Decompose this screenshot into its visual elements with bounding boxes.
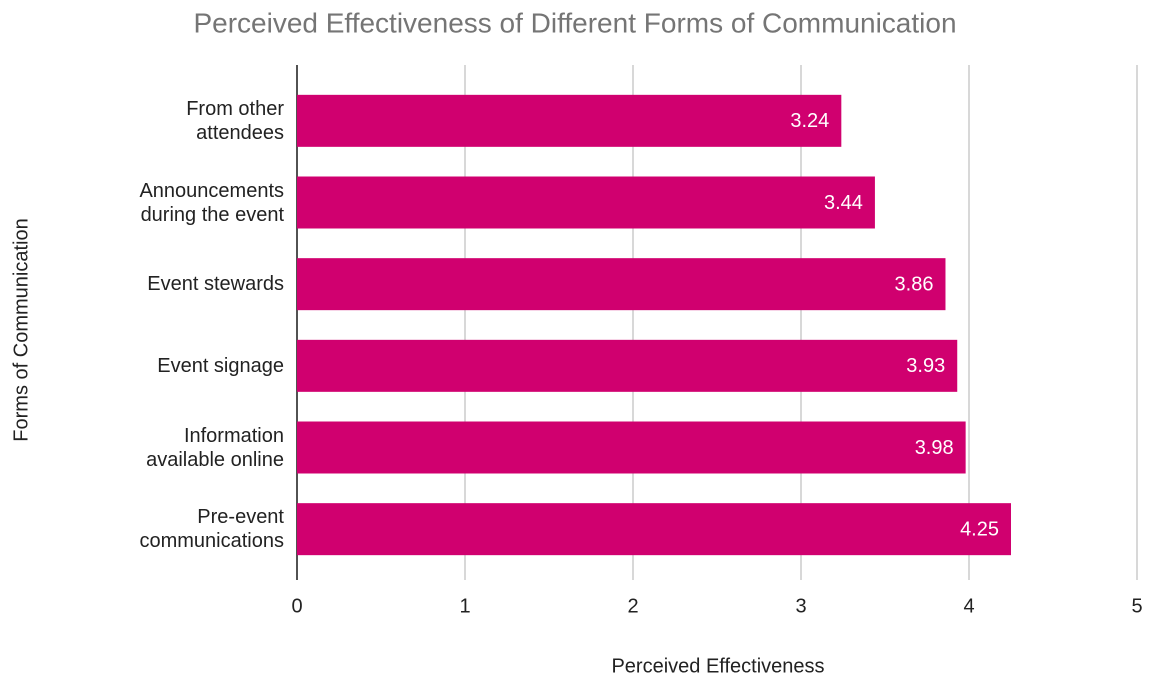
value-label: 4.25 [960,518,999,540]
chart-title: Perceived Effectiveness of Different For… [193,7,956,38]
x-tick-label: 4 [963,595,974,617]
x-tick-label: 5 [1131,595,1142,617]
bar [297,258,946,311]
y-tick-label: Event stewards [147,273,284,296]
bar [297,94,842,147]
x-tick-label: 3 [795,595,806,617]
y-tick-label: From other attendees [186,97,284,144]
y-tick-label: Announcements during the event [139,179,284,226]
value-label: 3.86 [895,273,934,295]
x-tick-label: 2 [627,595,638,617]
bar [297,421,966,474]
value-label: 3.24 [790,110,829,132]
value-label: 3.93 [906,355,945,377]
y-tick-label: Information available online [146,424,284,471]
y-tick-label: Pre-event communications [139,506,284,553]
bar [297,503,1011,556]
x-tick-label: 1 [459,595,470,617]
value-label: 3.44 [824,192,863,214]
value-label: 3.98 [915,437,954,459]
x-tick-label: 0 [291,595,302,617]
x-axis-title: Perceived Effectiveness [611,655,824,677]
bar [297,339,958,392]
y-axis-title: Forms of Communication [10,218,32,441]
y-tick-label: Event signage [157,354,284,377]
bar [297,176,875,229]
